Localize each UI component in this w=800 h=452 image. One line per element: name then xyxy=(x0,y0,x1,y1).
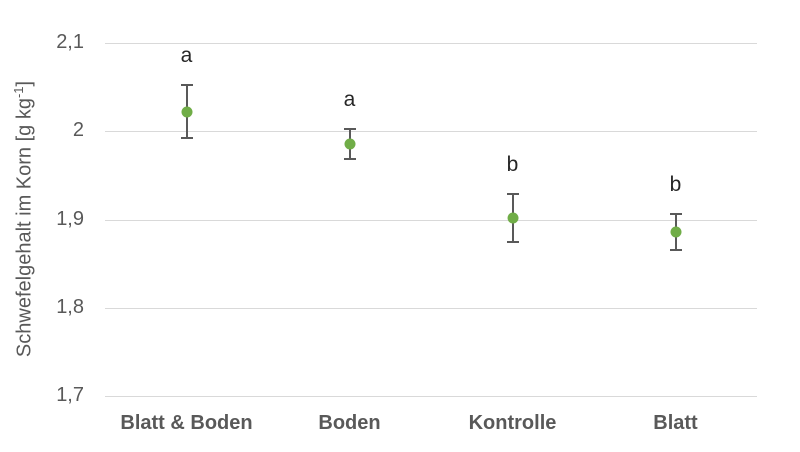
gridline xyxy=(105,307,757,309)
y-tick-label: 1,9 xyxy=(56,207,84,230)
x-category-label: Kontrolle xyxy=(468,412,557,434)
error-bar-bottom-cap xyxy=(669,248,682,251)
y-tick-label: 2,1 xyxy=(56,31,84,54)
x-category-label: Blatt xyxy=(653,412,698,434)
significance-letter: a xyxy=(180,44,193,68)
x-category-label: Blatt & Boden xyxy=(120,412,253,434)
error-bar-bottom-cap xyxy=(180,137,193,140)
significance-letter: b xyxy=(669,173,682,197)
error-bar-bottom-cap xyxy=(506,240,519,243)
gridline xyxy=(105,396,757,397)
significance-letter: a xyxy=(343,87,356,111)
data-point-marker xyxy=(344,138,355,150)
error-bar-top-cap xyxy=(180,84,193,87)
gridline xyxy=(105,43,757,44)
data-point-marker xyxy=(507,212,518,224)
error-bar-bottom-cap xyxy=(343,157,356,160)
x-category-label: Boden xyxy=(318,412,381,434)
y-tick-label: 2 xyxy=(72,119,84,142)
error-bar-top-cap xyxy=(343,127,356,130)
error-bar-top-cap xyxy=(669,213,682,216)
data-point-marker xyxy=(670,226,681,238)
gridline xyxy=(105,131,757,133)
y-tick-label: 1,7 xyxy=(56,384,84,407)
y-tick-label: 1,8 xyxy=(56,295,84,318)
data-point-marker xyxy=(181,106,192,118)
error-bar-top-cap xyxy=(506,192,519,195)
significance-letter: b xyxy=(506,152,519,176)
gridline xyxy=(105,219,757,221)
